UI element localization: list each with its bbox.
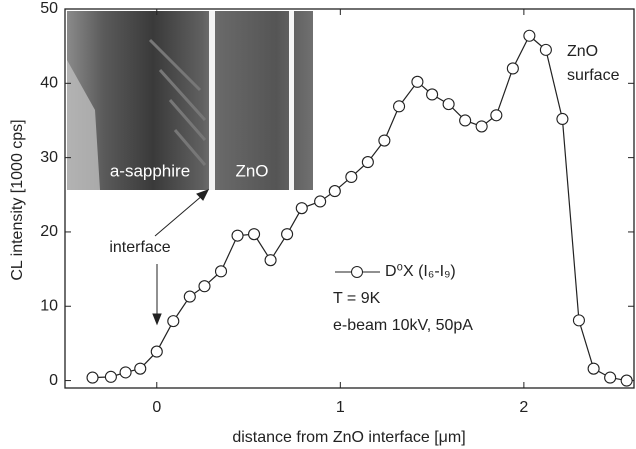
series-line — [92, 34, 627, 382]
data-point — [587, 362, 600, 375]
data-point — [150, 345, 163, 358]
data-point — [167, 315, 180, 328]
data-point — [426, 88, 439, 101]
data-point — [572, 314, 585, 327]
data-point — [248, 228, 261, 241]
inset-label: ZnO — [235, 161, 268, 180]
data-point — [490, 109, 503, 122]
data-point — [86, 371, 99, 384]
data-point — [411, 75, 424, 88]
data-point — [475, 120, 488, 133]
x-tick-label: 0 — [152, 399, 161, 416]
data-point — [119, 366, 132, 379]
annotation: e-beam 10kV, 50pA — [333, 317, 473, 334]
inset-image: a-sapphire ZnO — [67, 11, 313, 190]
x-tick-label: 2 — [519, 399, 528, 416]
data-point — [442, 98, 455, 111]
data-point — [378, 134, 391, 147]
data-point — [328, 185, 341, 198]
y-tick-label: 50 — [40, 0, 58, 17]
data-point — [459, 114, 472, 127]
annotation: ZnO — [567, 43, 598, 60]
data-point — [345, 170, 358, 183]
data-point — [620, 374, 633, 387]
y-tick-label: 10 — [40, 297, 58, 314]
data-point — [295, 202, 308, 215]
data-point — [231, 229, 244, 242]
annotation: surface — [567, 67, 620, 84]
data-point — [264, 254, 277, 267]
data-point — [214, 265, 228, 278]
x-axis-label: distance from ZnO interface [μm] — [232, 429, 465, 446]
data-point — [506, 62, 519, 75]
data-point — [183, 290, 196, 303]
annotation: interface — [109, 239, 170, 256]
inset-label: a-sapphire — [110, 161, 190, 180]
data-point — [198, 280, 211, 293]
annotation: T = 9K — [333, 290, 381, 307]
data-point — [393, 100, 406, 113]
plot-frame — [64, 8, 635, 389]
legend-label: D⁰X (I₆-I₉) — [385, 263, 456, 280]
data-point — [523, 29, 536, 42]
y-tick-label: 20 — [40, 223, 58, 240]
data-point — [104, 370, 117, 383]
y-tick-label: 40 — [40, 75, 58, 92]
data-point — [539, 43, 552, 56]
data-point — [604, 371, 617, 384]
data-point — [281, 228, 294, 241]
y-axis-label: CL intensity [1000 cps] — [9, 119, 26, 280]
y-tick-label: 30 — [40, 149, 58, 166]
legend-marker — [351, 266, 363, 278]
x-tick-label: 1 — [336, 399, 345, 416]
data-point — [556, 112, 569, 126]
arrow — [152, 189, 210, 326]
data-point — [361, 156, 374, 169]
data-point — [134, 362, 147, 375]
data-point — [314, 195, 327, 208]
y-tick-label: 0 — [49, 372, 58, 389]
